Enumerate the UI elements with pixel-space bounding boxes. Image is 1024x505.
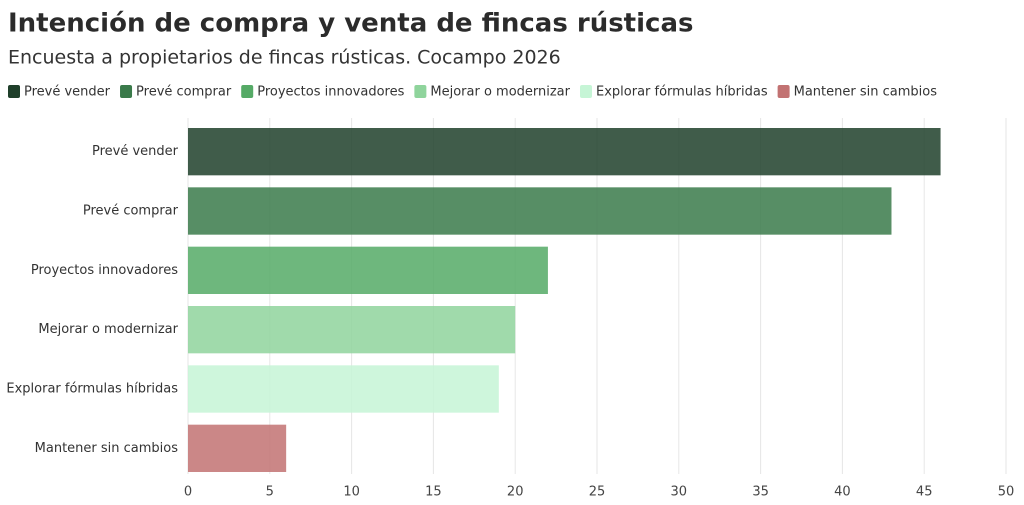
chart-subtitle: Encuesta a propietarios de fincas rústic…: [8, 47, 561, 69]
x-tick-label: 35: [752, 485, 769, 500]
legend-swatch: [777, 85, 790, 98]
x-tick-label: 45: [916, 485, 933, 500]
y-tick-label: Prevé comprar: [83, 204, 179, 219]
bar: [188, 365, 499, 413]
y-tick-label: Mejorar o modernizar: [38, 322, 178, 337]
legend-label: Proyectos innovadores: [257, 85, 404, 100]
x-tick-label: 20: [507, 485, 524, 500]
bar: [188, 187, 892, 235]
y-tick-label: Explorar fórmulas híbridas: [6, 382, 178, 397]
y-tick-label: Mantener sin cambios: [35, 441, 179, 456]
legend-label: Mejorar o modernizar: [430, 85, 570, 100]
y-tick-label: Prevé vender: [92, 144, 179, 159]
legend-swatch: [8, 85, 20, 98]
bar: [188, 424, 287, 472]
y-tick-label: Proyectos innovadores: [31, 263, 178, 278]
legend-label: Prevé comprar: [136, 85, 232, 100]
x-tick-label: 0: [184, 485, 192, 500]
legend-label: Mantener sin cambios: [794, 85, 938, 100]
chart-title: Intención de compra y venta de fincas rú…: [8, 9, 693, 39]
x-tick-label: 10: [343, 485, 360, 500]
bar: [188, 128, 941, 176]
x-tick-label: 15: [425, 485, 442, 500]
x-tick-label: 25: [589, 485, 606, 500]
bar: [188, 306, 516, 354]
x-tick-label: 5: [266, 485, 274, 500]
legend-label: Prevé vender: [24, 85, 111, 100]
legend-swatch: [414, 85, 427, 98]
legend-swatch: [120, 85, 133, 98]
bar: [188, 246, 548, 294]
x-tick-label: 30: [671, 485, 688, 500]
x-tick-label: 50: [998, 485, 1015, 500]
x-tick-label: 40: [834, 485, 851, 500]
legend-swatch: [241, 85, 254, 98]
legend-label: Explorar fórmulas híbridas: [596, 85, 768, 100]
legend-swatch: [580, 85, 592, 98]
